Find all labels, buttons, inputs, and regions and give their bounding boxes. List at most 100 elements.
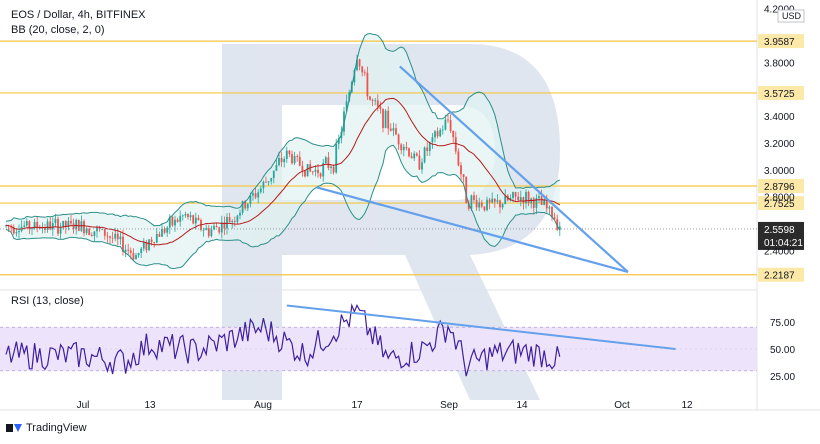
wedge-trendline[interactable] (399, 65, 629, 273)
candle-body (163, 228, 166, 233)
candle-body (371, 99, 374, 101)
candle-body (135, 255, 137, 260)
candle-body (267, 181, 270, 183)
candle-body (519, 197, 522, 201)
candle-body (249, 195, 252, 204)
candle-body (23, 225, 26, 227)
candle-body (314, 169, 317, 172)
candle-body (57, 218, 59, 234)
candle-body (189, 215, 192, 218)
candle-body (327, 157, 330, 168)
candle-body (551, 207, 553, 218)
level-label-bg (758, 178, 804, 193)
candle-body (298, 156, 301, 166)
candle-body (408, 148, 410, 157)
candle-body (514, 192, 517, 197)
candle-body (215, 225, 218, 228)
candle-body (496, 200, 499, 202)
level-label: 3.9587 (764, 37, 795, 48)
candle-body (522, 197, 525, 204)
candle-body (376, 100, 379, 107)
bb-basis (5, 97, 561, 246)
candle-body (501, 204, 504, 208)
candle-body (145, 242, 148, 251)
candle-body (491, 198, 494, 203)
level-label: 2.2187 (764, 271, 795, 282)
candle-body (114, 233, 117, 239)
candle-body (119, 236, 122, 240)
candle-body (545, 199, 548, 209)
candle-body (306, 164, 309, 177)
watermark-bowl (282, 44, 560, 400)
rsi-tick-label: 50.00 (770, 345, 795, 356)
candle-body (387, 110, 390, 129)
candle-body (285, 150, 288, 159)
currency-badge[interactable] (777, 9, 805, 23)
candle-body (207, 228, 210, 237)
candle-body (405, 146, 408, 149)
candle-body (317, 169, 319, 174)
time-tick-label: 13 (144, 400, 156, 411)
rsi-trendline[interactable] (286, 304, 676, 350)
last-price-value: 2.5598 (764, 225, 795, 236)
candle-body (311, 171, 314, 173)
candle-body (28, 221, 31, 229)
candle-body (187, 214, 189, 218)
candle-body (293, 155, 296, 164)
candle-body (155, 234, 158, 243)
candle-body (470, 195, 473, 209)
candle-body (460, 165, 462, 175)
candle-body (98, 227, 101, 230)
rsi-tick-label: 75.00 (770, 318, 795, 329)
candle-body (488, 199, 491, 203)
candle-body (493, 198, 496, 202)
candle-body (38, 227, 41, 229)
candle-body (241, 201, 244, 213)
candle-body (223, 222, 226, 229)
candle-body (288, 150, 291, 155)
candle-body (499, 200, 501, 208)
wedge-trendline[interactable] (316, 186, 629, 273)
tradingview-logo-icon (6, 422, 22, 434)
candle-body (423, 147, 426, 163)
candle-body (473, 195, 475, 200)
candle-body (244, 201, 247, 209)
price-tick-label: 2.8000 (764, 193, 795, 204)
candle-body (462, 174, 465, 177)
price-tick-label: 3.8000 (764, 58, 795, 69)
candle-body (475, 199, 478, 208)
candle-body (465, 176, 468, 204)
candle-body (168, 216, 171, 228)
last-price-tag (758, 221, 804, 250)
candle-body (348, 92, 351, 102)
candle-body (275, 165, 278, 171)
candle-body (400, 144, 403, 151)
time-tick-label: Sep (440, 400, 458, 411)
candle-body (262, 181, 265, 189)
candle-body (392, 128, 395, 131)
candle-body (538, 196, 540, 199)
candle-body (410, 156, 413, 159)
candle-body (67, 220, 70, 228)
candle-body (452, 130, 455, 138)
candle-body (176, 219, 179, 222)
candle-body (441, 129, 444, 131)
candle-body (18, 230, 20, 233)
candle-body (101, 229, 104, 231)
candle-body (337, 138, 340, 144)
tradingview-logo[interactable]: TradingView (6, 422, 87, 434)
candle-body (270, 178, 273, 182)
candle-body (70, 220, 72, 224)
candle-body (239, 212, 241, 216)
candle-body (480, 202, 483, 207)
candle-body (291, 154, 293, 164)
candle-body (449, 120, 452, 131)
candle-body (421, 162, 423, 170)
candle-body (553, 217, 556, 220)
candle-body (447, 119, 449, 121)
candle-body (41, 226, 44, 229)
candle-body (304, 170, 306, 177)
bb-lower-band (5, 144, 561, 270)
candle-body (171, 216, 174, 226)
